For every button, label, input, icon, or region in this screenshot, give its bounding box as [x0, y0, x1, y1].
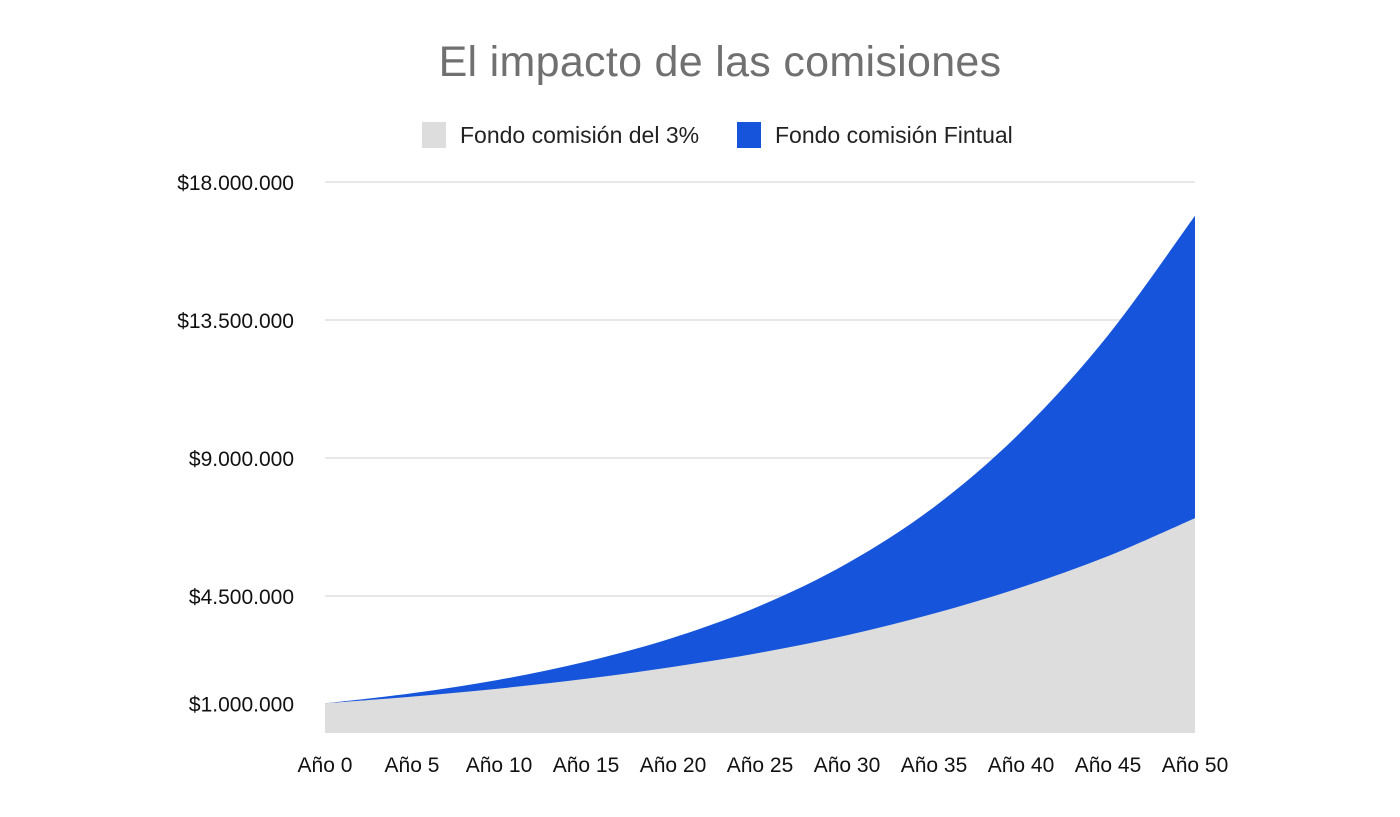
x-tick-label-10: Año 50: [1162, 754, 1229, 777]
y-tick-label-3: $13.500.000: [177, 310, 294, 333]
legend: Fondo comisión del 3% Fondo comisión Fin…: [0, 120, 1400, 150]
legend-swatch-fondo-3: [422, 122, 446, 148]
y-tick-label-1: $4.500.000: [189, 586, 294, 609]
legend-item-fondo-fintual: Fondo comisión Fintual: [737, 120, 1013, 150]
y-tick-label-0: $1.000.000: [189, 693, 294, 716]
y-tick-label-2: $9.000.000: [189, 448, 294, 471]
legend-item-fondo-3: Fondo comisión del 3%: [422, 120, 699, 150]
y-tick-label-4: $18.000.000: [177, 172, 294, 195]
x-tick-label-4: Año 20: [640, 754, 707, 777]
x-tick-label-8: Año 40: [988, 754, 1055, 777]
area-fondo-3: [325, 518, 1195, 733]
chart-title: El impacto de las comisiones: [438, 38, 1002, 86]
x-tick-label-5: Año 25: [727, 754, 794, 777]
x-tick-label-2: Año 10: [466, 754, 533, 777]
x-tick-label-1: Año 5: [385, 754, 440, 777]
legend-swatch-fondo-fintual: [737, 122, 761, 148]
x-tick-label-9: Año 45: [1075, 754, 1142, 777]
x-tick-label-6: Año 30: [814, 754, 881, 777]
x-tick-label-7: Año 35: [901, 754, 968, 777]
legend-label-fondo-fintual: Fondo comisión Fintual: [775, 121, 1013, 148]
x-tick-label-3: Año 15: [553, 754, 620, 777]
x-tick-label-0: Año 0: [298, 754, 353, 777]
legend-label-fondo-3: Fondo comisión del 3%: [460, 121, 700, 148]
